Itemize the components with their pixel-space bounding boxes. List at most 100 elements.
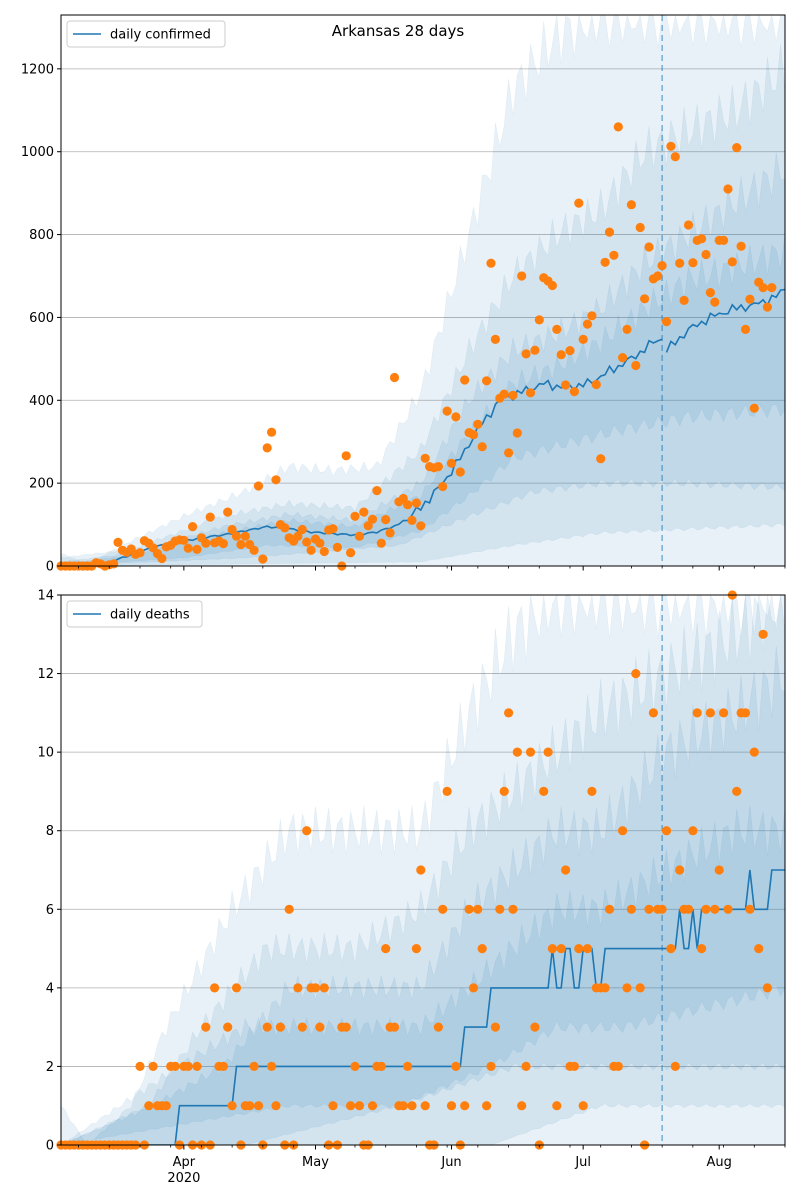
observed-point (701, 249, 711, 260)
observed-point (262, 1022, 272, 1032)
observed-point (302, 826, 312, 836)
observed-point (670, 152, 680, 162)
observed-point (740, 708, 751, 718)
observed-point (297, 1022, 307, 1032)
observed-point (293, 531, 303, 541)
observed-point (267, 1061, 277, 1071)
observed-point (328, 1101, 338, 1111)
observed-point (363, 521, 373, 531)
x-tick-label: Apr (173, 1155, 196, 1170)
y-tick-label: 1000 (21, 145, 54, 160)
observed-point (508, 904, 518, 914)
observed-point (644, 242, 654, 252)
observed-point (438, 904, 448, 914)
observed-point (683, 220, 694, 230)
observed-point (446, 458, 457, 468)
observed-point (201, 1022, 211, 1032)
observed-point (367, 1101, 378, 1111)
observed-point (490, 1022, 500, 1032)
observed-point (210, 983, 220, 993)
observed-point (240, 531, 250, 541)
x-tick-label: Jul (574, 1155, 591, 1170)
legend-box (66, 20, 226, 48)
observed-point (622, 324, 632, 334)
observed-point (482, 1101, 492, 1111)
uncertainty-band (61, 233, 785, 566)
observed-point (626, 200, 637, 210)
chart-title: Arkansas 28 days (332, 22, 465, 40)
legend-label: daily confirmed (110, 28, 211, 43)
observed-point (732, 786, 742, 797)
observed-point (183, 543, 193, 553)
observed-point (148, 1061, 158, 1071)
observed-point (714, 865, 724, 875)
observed-point (534, 315, 544, 325)
observed-point (582, 319, 593, 329)
observed-point (521, 349, 531, 359)
observed-point (574, 944, 584, 954)
observed-point (442, 406, 452, 416)
observed-point (223, 1022, 233, 1032)
observed-point (539, 786, 549, 797)
observed-point (569, 1061, 580, 1071)
observed-point (644, 904, 654, 914)
observed-point (205, 512, 215, 522)
observed-point (591, 379, 601, 390)
observed-point (389, 372, 400, 383)
observed-point (582, 944, 593, 954)
observed-point (517, 271, 527, 281)
observed-point (416, 521, 426, 531)
observed-point (218, 1061, 228, 1071)
observed-point (552, 1101, 562, 1111)
observed-point (604, 904, 615, 914)
observed-point (328, 524, 338, 534)
observed-point (468, 983, 479, 993)
observed-point (732, 143, 742, 153)
observed-point (525, 747, 536, 757)
uncertainty-band (61, 152, 785, 566)
observed-point (543, 747, 553, 757)
plot-area (61, 15, 785, 566)
observed-point (477, 442, 487, 452)
observed-point (547, 280, 558, 291)
observed-point (631, 360, 641, 371)
observed-point (556, 350, 566, 360)
observed-point (236, 539, 246, 550)
observed-point (596, 454, 606, 464)
uncertainty-band (61, 43, 785, 566)
observed-point (521, 1061, 531, 1071)
observed-point (525, 388, 536, 398)
observed-point (245, 1101, 255, 1111)
observed-point (231, 983, 242, 993)
observed-point (420, 453, 430, 463)
observed-point (745, 904, 755, 914)
y-tick-label: 8 (46, 824, 54, 839)
observed-point (297, 524, 307, 535)
uncertainty-band (61, 15, 785, 566)
observed-point (740, 324, 751, 334)
observed-point (622, 983, 632, 993)
observed-point (640, 294, 650, 304)
observed-point (381, 515, 391, 525)
observed-point (442, 786, 452, 797)
observed-point (679, 295, 689, 305)
observed-point (407, 1101, 417, 1111)
observed-point (512, 428, 522, 438)
observed-point (653, 271, 663, 281)
observed-point (315, 1022, 325, 1032)
observed-point (451, 1061, 461, 1071)
y-tick-label: 14 (37, 589, 54, 604)
observed-point (688, 258, 698, 268)
observed-point (547, 944, 558, 954)
y-tick-label: 200 (29, 477, 54, 492)
observed-point (398, 1101, 408, 1111)
observed-point (486, 1061, 496, 1071)
observed-point (552, 324, 562, 334)
observed-point (227, 1101, 237, 1111)
observed-point (517, 1101, 527, 1111)
observed-point (600, 257, 610, 267)
observed-point (723, 184, 733, 194)
observed-point (657, 904, 667, 914)
x-tick-label: May (302, 1155, 329, 1170)
observed-point (188, 522, 198, 532)
